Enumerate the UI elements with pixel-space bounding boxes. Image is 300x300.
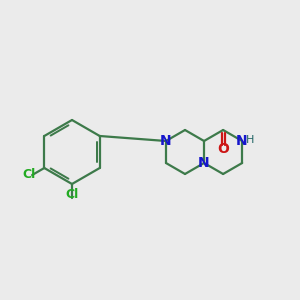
Text: N: N xyxy=(160,134,172,148)
Text: N: N xyxy=(235,134,247,148)
Text: Cl: Cl xyxy=(65,188,79,202)
Text: Cl: Cl xyxy=(22,169,36,182)
Text: N: N xyxy=(198,156,210,170)
Text: O: O xyxy=(217,142,229,156)
Text: H: H xyxy=(246,135,254,145)
